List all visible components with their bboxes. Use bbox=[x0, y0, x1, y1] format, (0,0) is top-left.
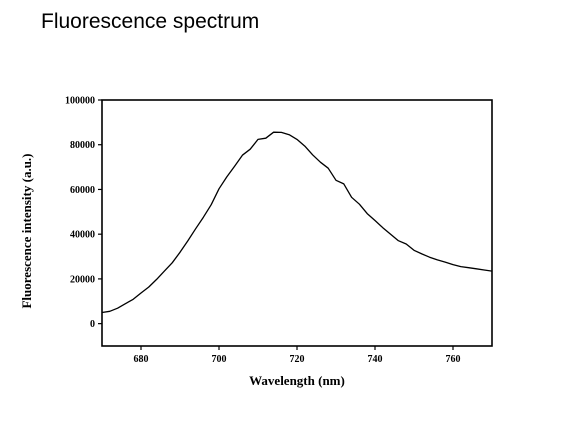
y-tick-label: 20000 bbox=[70, 274, 95, 285]
y-tick-label: 80000 bbox=[70, 140, 95, 151]
x-tick-label: 700 bbox=[212, 354, 227, 365]
y-axis-ticks: 0 20000 40000 60000 80000 100000 bbox=[65, 96, 102, 330]
x-tick-label: 680 bbox=[134, 354, 149, 365]
x-axis-label: Wavelength (nm) bbox=[249, 373, 345, 388]
x-tick-label: 720 bbox=[290, 354, 305, 365]
y-tick-label: 60000 bbox=[70, 185, 95, 196]
series-line bbox=[101, 131, 493, 314]
page-title: Fluorescence spectrum bbox=[41, 10, 260, 33]
y-axis-label: Fluorescence intensity (a.u.) bbox=[19, 153, 34, 308]
x-tick-label: 760 bbox=[446, 354, 461, 365]
y-tick-label: 40000 bbox=[70, 230, 95, 241]
x-tick-label: 740 bbox=[368, 354, 383, 365]
y-tick-label: 0 bbox=[90, 319, 95, 330]
plot-frame bbox=[101, 99, 493, 347]
x-axis-ticks: 680 700 720 740 760 bbox=[134, 346, 461, 365]
y-tick-label: 100000 bbox=[65, 96, 95, 107]
